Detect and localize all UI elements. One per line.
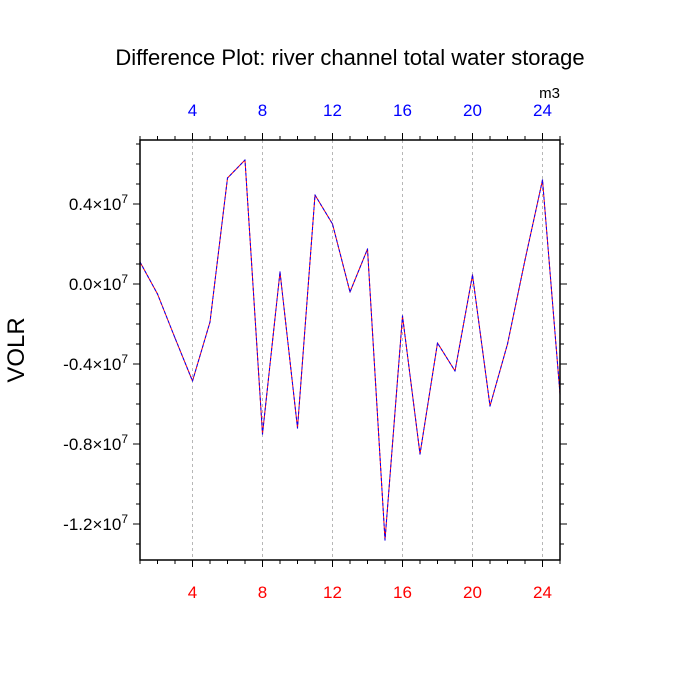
y-axis-label: VOLR: [3, 317, 30, 382]
data-point: [524, 259, 526, 261]
x-tick-label-top: 24: [533, 101, 552, 120]
x-tick-label-bottom: 16: [393, 583, 412, 602]
data-point: [436, 342, 439, 344]
x-tick-label-top: 12: [323, 101, 342, 120]
x-tick-label-top: 20: [463, 101, 482, 120]
x-tick-label-bottom: 8: [258, 583, 267, 602]
data-point: [349, 291, 351, 293]
data-point: [156, 293, 159, 295]
x-tick-label-bottom: 12: [323, 583, 342, 602]
units-label: m3: [539, 85, 560, 102]
x-tick-label-bottom: 4: [188, 583, 197, 602]
x-tick-label-bottom: 20: [463, 583, 482, 602]
y-tick-label: -0.8×107: [63, 432, 128, 454]
data-point: [541, 179, 544, 181]
data-point: [366, 248, 369, 250]
y-tick-label: -1.2×107: [63, 512, 128, 534]
data-point: [384, 539, 386, 541]
chart-title: Difference Plot: river channel total wat…: [115, 45, 584, 70]
series-layer: [139, 159, 561, 541]
x-tick-label-top: 8: [258, 101, 267, 120]
y-tick-label: -0.4×107: [63, 352, 128, 374]
series-line-2: [139, 159, 561, 541]
grid-layer: [192, 140, 543, 560]
data-point: [314, 194, 316, 196]
data-point: [261, 433, 264, 435]
tick-layer: [133, 133, 567, 567]
data-point: [454, 370, 456, 372]
data-point: [401, 315, 404, 317]
data-point: [506, 343, 509, 345]
plot-frame: [139, 139, 561, 561]
series-line-1: [139, 159, 561, 541]
data-point: [296, 427, 299, 429]
y-tick-label: 0.0×107: [69, 272, 128, 294]
data-point: [331, 223, 334, 225]
data-point: [226, 177, 229, 179]
x-tick-label-top: 4: [188, 101, 197, 120]
label-layer: 4 4 8 8 12 12 16 16 20 20 24 24 0.4×107 0.0×107 -0.4×1…: [63, 101, 552, 602]
data-point: [174, 337, 176, 339]
data-point: [419, 453, 421, 455]
data-point: [471, 274, 474, 276]
x-tick-label-bottom: 24: [533, 583, 552, 602]
data-point: [209, 321, 211, 323]
data-point: [191, 380, 194, 382]
data-point: [244, 159, 246, 161]
data-point: [279, 271, 281, 273]
x-tick-label-top: 16: [393, 101, 412, 120]
y-tick-label: 0.4×107: [69, 192, 128, 214]
data-point: [489, 405, 491, 407]
